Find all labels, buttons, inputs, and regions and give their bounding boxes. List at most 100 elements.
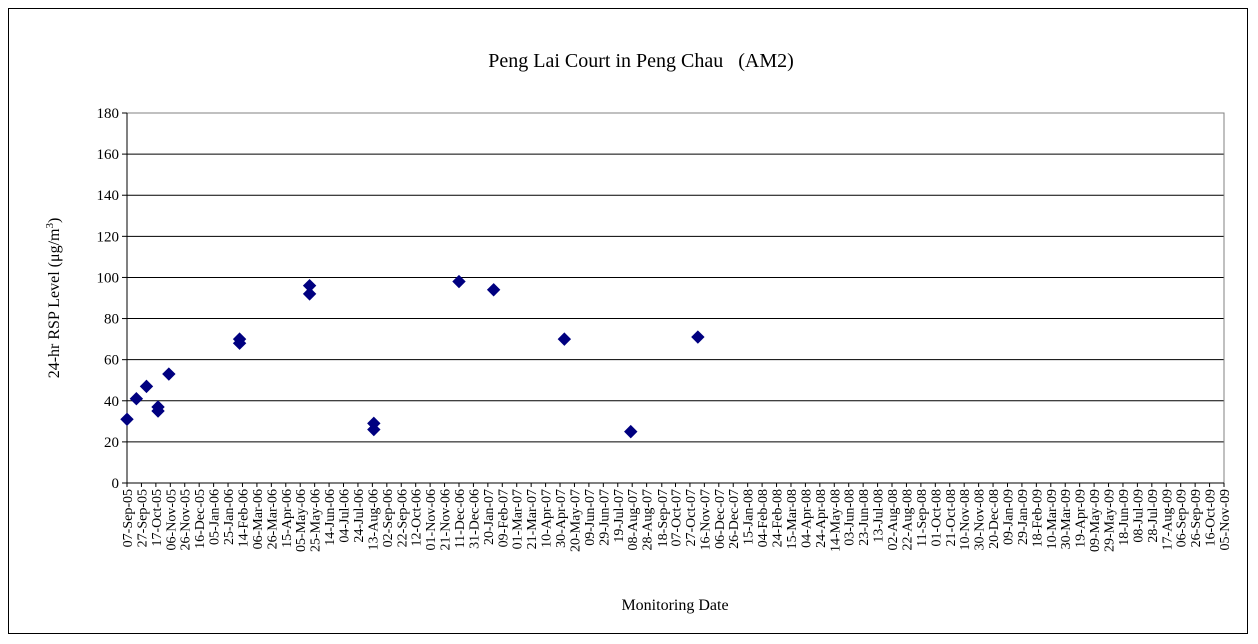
x-tick-label: 29-May-09 bbox=[1103, 489, 1118, 552]
x-tick-label: 27-Sep-05 bbox=[135, 489, 150, 547]
x-tick-label: 03-Jun-08 bbox=[843, 489, 858, 546]
x-tick-label: 20-May-07 bbox=[568, 489, 583, 552]
y-axis-label-text: 24-hr RSP Level (μg/m bbox=[46, 228, 63, 378]
x-tick-label: 01-Mar-07 bbox=[511, 489, 526, 549]
data-point bbox=[486, 283, 501, 297]
x-tick-label: 21-Oct-08 bbox=[944, 489, 959, 547]
y-tick-label: 120 bbox=[97, 229, 120, 245]
x-tick-label: 29-Jan-09 bbox=[1016, 489, 1031, 545]
x-tick-label: 25-May-06 bbox=[309, 489, 324, 552]
x-tick-label: 08-Aug-07 bbox=[626, 489, 641, 550]
y-tick-label: 20 bbox=[104, 435, 119, 451]
x-tick-label: 14-Jun-06 bbox=[323, 489, 338, 546]
x-tick-label: 09-Jun-07 bbox=[583, 489, 598, 546]
x-tick-label: 12-Oct-06 bbox=[410, 489, 425, 547]
data-point bbox=[302, 287, 317, 301]
x-tick-label: 05-Jan-06 bbox=[208, 489, 223, 545]
x-tick-label: 01-Oct-08 bbox=[929, 489, 944, 547]
data-point bbox=[691, 330, 705, 344]
x-tick-label: 16-Nov-07 bbox=[698, 489, 713, 550]
x-tick-label: 08-Jul-09 bbox=[1131, 489, 1146, 543]
x-tick-label: 24-Jul-06 bbox=[352, 489, 367, 543]
x-tick-label: 18-Sep-07 bbox=[656, 489, 671, 547]
data-point bbox=[557, 332, 572, 346]
data-point bbox=[120, 412, 134, 426]
x-tick-label: 21-Nov-06 bbox=[439, 489, 454, 550]
x-tick-label: 15-Jan-08 bbox=[742, 489, 757, 545]
x-tick-label: 26-Mar-06 bbox=[265, 489, 280, 549]
x-tick-label: 30-Apr-07 bbox=[554, 489, 569, 548]
x-tick-label: 04-Apr-08 bbox=[799, 489, 814, 548]
x-tick-label: 22-Sep-06 bbox=[395, 489, 410, 547]
y-tick-label: 100 bbox=[97, 270, 120, 286]
x-tick-label: 02-Aug-08 bbox=[886, 489, 901, 550]
x-axis-label: Monitoring Date bbox=[621, 597, 728, 614]
y-tick-label: 140 bbox=[97, 188, 120, 204]
x-tick-label: 07-Oct-07 bbox=[670, 489, 685, 547]
x-tick-label: 23-Jun-08 bbox=[857, 489, 872, 546]
x-tick-label: 20-Jan-07 bbox=[482, 489, 497, 545]
y-tick-label: 40 bbox=[104, 394, 119, 410]
x-tick-label: 09-Jan-09 bbox=[1001, 489, 1016, 545]
x-tick-label: 17-Aug-09 bbox=[1160, 489, 1175, 550]
x-tick-label: 11-Dec-06 bbox=[453, 489, 468, 548]
x-tick-label: 25-Jan-06 bbox=[222, 489, 237, 545]
x-tick-label: 15-Apr-06 bbox=[280, 489, 295, 548]
data-point bbox=[151, 404, 165, 418]
y-tick-label: 160 bbox=[97, 147, 120, 163]
chart-title: Peng Lai Court in Peng Chau (AM2) bbox=[488, 50, 794, 72]
x-tick-label: 07-Sep-05 bbox=[121, 489, 136, 547]
x-tick-label: 24-Apr-08 bbox=[814, 489, 829, 548]
x-tick-label: 10-Apr-07 bbox=[540, 489, 555, 548]
x-tick-label: 09-Feb-07 bbox=[496, 489, 511, 547]
y-axis-label-close: ) bbox=[46, 218, 63, 223]
y-tick-label: 180 bbox=[97, 106, 120, 122]
x-tick-label: 05-May-06 bbox=[294, 489, 309, 552]
x-tick-label: 06-Mar-06 bbox=[251, 489, 266, 549]
x-tick-label: 30-Nov-08 bbox=[973, 489, 988, 550]
x-tick-label: 06-Nov-05 bbox=[164, 489, 179, 550]
x-tick-label: 26-Sep-09 bbox=[1189, 489, 1204, 547]
y-tick-label: 60 bbox=[104, 353, 119, 369]
data-point bbox=[624, 424, 638, 439]
x-tick-label: 27-Oct-07 bbox=[684, 489, 699, 547]
x-tick-label: 02-Sep-06 bbox=[381, 489, 396, 547]
x-tick-label: 09-May-09 bbox=[1088, 489, 1103, 552]
x-tick-label: 19-Jul-07 bbox=[612, 489, 627, 543]
x-tick-label: 14-Feb-06 bbox=[236, 489, 251, 547]
x-tick-label: 15-Mar-08 bbox=[785, 489, 800, 549]
y-tick-label: 80 bbox=[104, 312, 119, 328]
scatter-chart: Peng Lai Court in Peng Chau (AM2) 0 20 40 6… bbox=[44, 50, 1233, 614]
data-point bbox=[162, 367, 176, 381]
x-tick-label: 14-May-08 bbox=[828, 489, 843, 552]
x-tick-label: 04-Jul-06 bbox=[338, 489, 353, 543]
data-point bbox=[139, 379, 154, 394]
data-point bbox=[129, 392, 144, 406]
data-point bbox=[232, 336, 247, 350]
x-tick-label: 26-Nov-05 bbox=[179, 489, 194, 550]
x-tick-label: 26-Dec-07 bbox=[727, 489, 742, 549]
x-tick-label: 29-Jun-07 bbox=[597, 489, 612, 546]
x-tick-label: 18-Jun-09 bbox=[1117, 489, 1132, 546]
x-tick-label: 24-Feb-08 bbox=[771, 489, 786, 547]
x-tick-label: 20-Dec-08 bbox=[987, 489, 1002, 549]
x-tick-label: 13-Jul-08 bbox=[872, 489, 887, 543]
x-tick-label: 31-Dec-06 bbox=[467, 489, 482, 549]
chart-frame: Peng Lai Court in Peng Chau (AM2) 0 20 40 6… bbox=[8, 8, 1248, 634]
x-tick-label: 22-Aug-08 bbox=[900, 489, 915, 550]
y-axis-label: 24-hr RSP Level (μg/m3) bbox=[44, 218, 63, 379]
data-point bbox=[452, 274, 466, 289]
x-tick-label: 30-Mar-09 bbox=[1059, 489, 1074, 549]
x-tick-label: 13-Aug-06 bbox=[366, 489, 381, 550]
x-tick-label: 10-Nov-08 bbox=[958, 489, 973, 550]
plot-area bbox=[126, 112, 1225, 484]
x-tick-label: 17-Oct-05 bbox=[150, 489, 165, 547]
x-tick-label: 06-Sep-09 bbox=[1175, 489, 1190, 547]
x-tick-label: 04-Feb-08 bbox=[756, 489, 771, 547]
y-axis-label-superscript: 3 bbox=[44, 223, 56, 229]
x-tick-label: 28-Aug-07 bbox=[641, 489, 656, 550]
x-tick-label: 18-Feb-09 bbox=[1030, 489, 1045, 547]
x-tick-label: 19-Apr-09 bbox=[1074, 489, 1089, 548]
data-point bbox=[367, 422, 381, 437]
x-tick-label: 16-Dec-05 bbox=[193, 489, 208, 549]
